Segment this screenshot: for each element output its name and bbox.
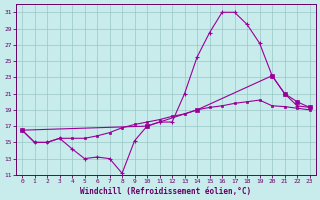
X-axis label: Windchill (Refroidissement éolien,°C): Windchill (Refroidissement éolien,°C) [80,187,252,196]
